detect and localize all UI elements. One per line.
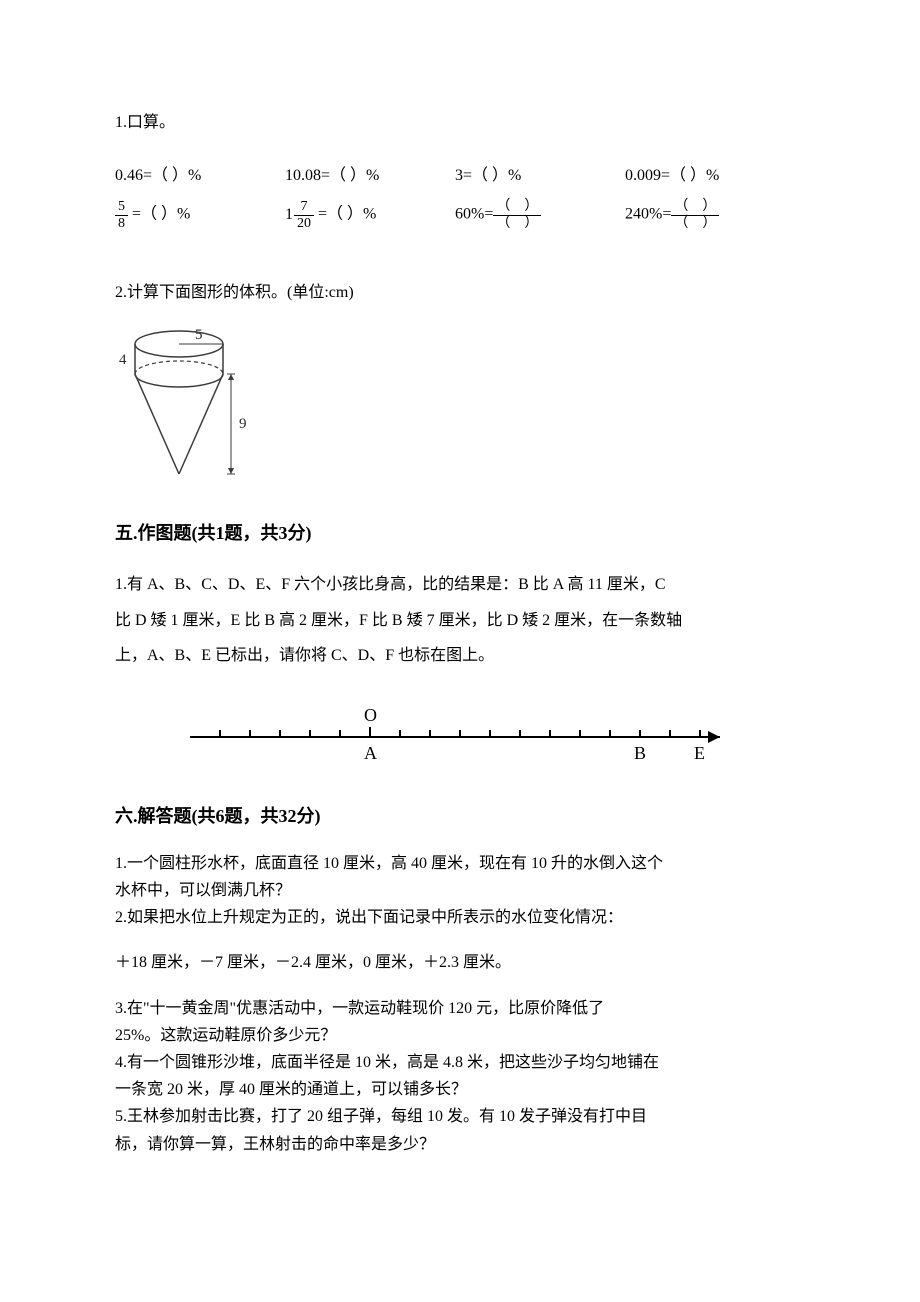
number-line: O A B E	[115, 697, 805, 772]
f3-lhs: 60%=	[455, 206, 493, 223]
cylinder-cone-figure: 5 4 9	[115, 324, 250, 484]
q1-row2: 5 8 =（ ）% 1 7 20 =（ ）% 60%= （ ） （ ） 240%…	[115, 199, 805, 231]
f2-whole: 1	[285, 204, 293, 226]
question-2: 2.计算下面图形的体积。(单位:cm) 5 4 9	[115, 275, 805, 489]
q1-r2c2: 1 7 20 =（ ）%	[285, 199, 455, 231]
section-5-header: 五.作图题(共1题，共3分)	[115, 519, 805, 545]
fraction-7-20: 7 20	[294, 199, 314, 231]
sec6-q3: 3.在"十一黄金周"优惠活动中，一款运动鞋现价 120 元，比原价降低了 25%…	[115, 995, 805, 1049]
f2-rest: =（ ）%	[314, 206, 376, 223]
q1-row1: 0.46=（ ）% 10.08=（ ）% 3=（ ）% 0.009=（ ）%	[115, 158, 805, 193]
number-line-svg: O A B E	[180, 697, 740, 767]
label-cone-h: 9	[239, 416, 247, 432]
q1-r1c2: 10.08=（ ）%	[285, 158, 455, 193]
numline-E: E	[694, 743, 705, 763]
q1-r1c4: 0.009=（ ）%	[625, 158, 795, 193]
section-6-header: 六.解答题(共6题，共32分)	[115, 802, 805, 828]
question-1: 1.口算。 0.46=（ ）% 10.08=（ ）% 3=（ ）% 0.009=…	[115, 105, 805, 231]
q1-r2c3: 60%= （ ） （ ）	[455, 199, 625, 231]
label-radius: 5	[195, 327, 203, 343]
q2-figure: 5 4 9	[115, 324, 805, 489]
fraction-5-8: 5 8	[115, 199, 128, 231]
q1-r1c1: 0.46=（ ）%	[115, 158, 285, 193]
f1-rest: =（ ）%	[128, 206, 190, 223]
sec6-q1: 1.一个圆柱形水杯，底面直径 10 厘米，高 40 厘米，现在有 10 升的水倒…	[115, 850, 805, 904]
sec5-q1-text: 1.有 A、B、C、D、E、F 六个小孩比身高，比的结果是：B 比 A 高 11…	[115, 567, 805, 673]
sec6-q2: 2.如果把水位上升规定为正的，说出下面记录中所表示的水位变化情况：	[115, 904, 805, 931]
label-cyl-h: 4	[119, 352, 127, 368]
fraction-blank-2: （ ） （ ）	[671, 199, 719, 231]
q1-r2c4: 240%= （ ） （ ）	[625, 199, 795, 231]
q2-title: 2.计算下面图形的体积。(单位:cm)	[115, 275, 805, 310]
f4-lhs: 240%=	[625, 206, 671, 223]
sec6-questions: 1.一个圆柱形水杯，底面直径 10 厘米，高 40 厘米，现在有 10 升的水倒…	[115, 850, 805, 1158]
fraction-blank-1: （ ） （ ）	[493, 199, 541, 231]
sec6-q2b: ＋18 厘米，－7 厘米，－2.4 厘米，0 厘米，＋2.3 厘米。	[115, 949, 805, 976]
numline-B: B	[634, 743, 646, 763]
sec6-q4: 4.有一个圆锥形沙堆，底面半径是 10 米，高是 4.8 米，把这些沙子均匀地铺…	[115, 1049, 805, 1103]
sec6-q5: 5.王林参加射击比赛，打了 20 组子弹，每组 10 发。有 10 发子弹没有打…	[115, 1103, 805, 1157]
numline-A: A	[364, 743, 377, 763]
q1-r2c1: 5 8 =（ ）%	[115, 199, 285, 231]
sec5-q1: 1.有 A、B、C、D、E、F 六个小孩比身高，比的结果是：B 比 A 高 11…	[115, 567, 805, 772]
q1-title: 1.口算。	[115, 105, 805, 140]
q1-r1c3: 3=（ ）%	[455, 158, 625, 193]
numline-O: O	[364, 705, 377, 725]
